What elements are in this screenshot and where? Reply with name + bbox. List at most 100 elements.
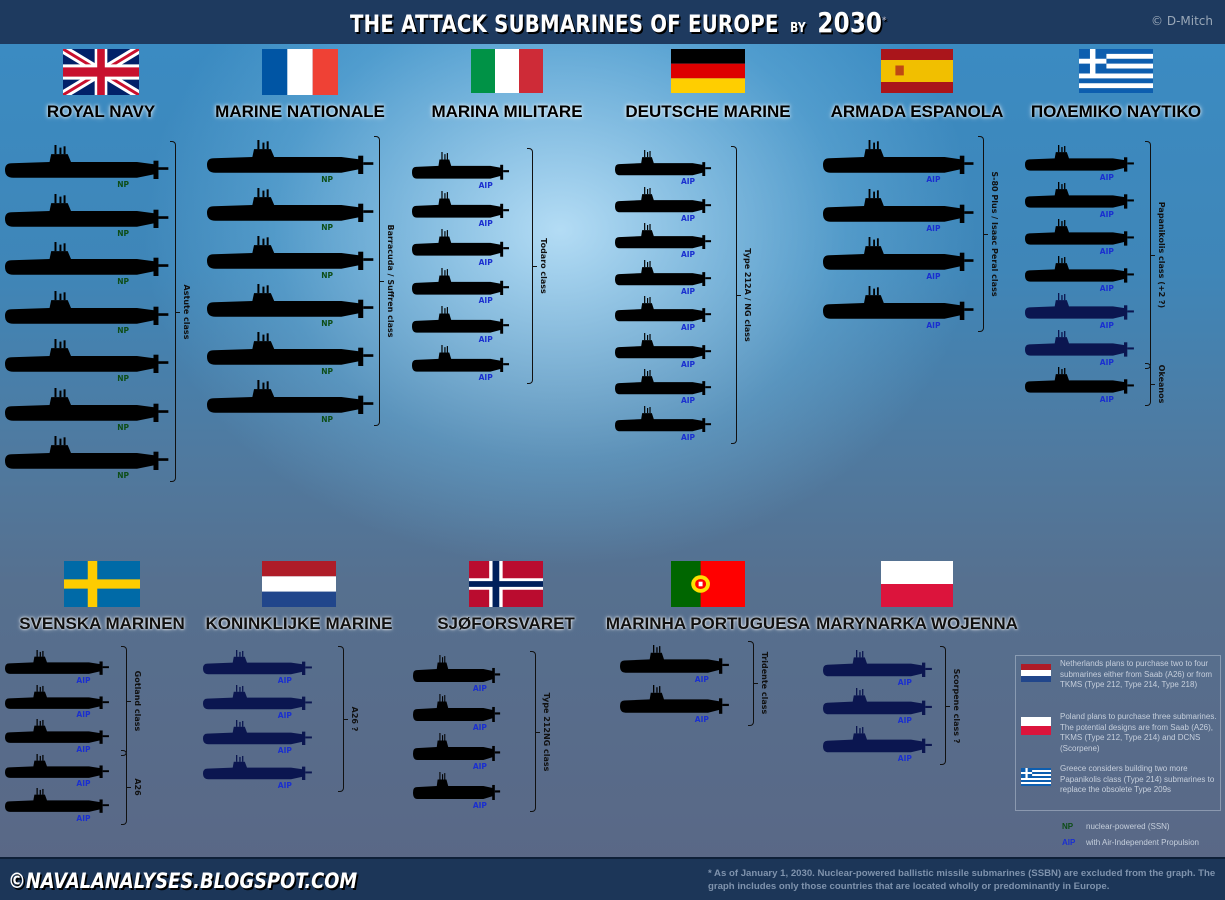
propulsion-label: NP [321, 415, 334, 424]
planned-submarine-icon [203, 755, 313, 784]
legend-item: NP nuclear-powered (SSN) [1062, 822, 1170, 831]
planned-submarine-icon [1025, 293, 1135, 324]
submarine-icon [207, 140, 375, 178]
submarine-icon [207, 284, 375, 322]
submarine-icon [615, 223, 712, 253]
propulsion-label: AIP [926, 272, 941, 281]
propulsion-label: NP [117, 277, 129, 286]
class-bracket [374, 136, 384, 426]
propulsion-label: AIP [1099, 320, 1114, 330]
submarine-icon [5, 339, 170, 377]
planned-submarine-icon [823, 650, 933, 681]
submarine-icon [5, 242, 170, 280]
submarine-icon [620, 645, 730, 678]
norway-flag-icon [469, 561, 543, 611]
legend-text: nuclear-powered (SSN) [1086, 822, 1170, 831]
legend-code: AIP [1062, 838, 1076, 847]
submarine-icon [615, 405, 712, 436]
class-label: A26 ? [350, 706, 359, 732]
legend-item: AIP with Air-Independent Propulsion [1062, 838, 1199, 847]
submarine-icon [413, 655, 501, 687]
propulsion-label: AIP [478, 219, 493, 229]
submarine-icon [5, 290, 170, 329]
class-bracket [121, 646, 131, 756]
propulsion-label: AIP [277, 746, 292, 756]
propulsion-label: NP [117, 180, 129, 189]
class-bracket [530, 651, 540, 813]
planned-submarine-icon [1025, 330, 1135, 361]
propulsion-label: AIP [76, 779, 91, 789]
propulsion-label: AIP [694, 674, 709, 684]
class-bracket [731, 146, 741, 444]
netherlands-flag-icon [1021, 664, 1051, 682]
propulsion-label: NP [117, 228, 129, 238]
submarine-icon [412, 267, 510, 300]
propulsion-label: AIP [897, 754, 912, 764]
propulsion-label: AIP [680, 359, 696, 369]
blog-link[interactable]: ©NAVALANALYSES.BLOGSPOT.COM [8, 869, 358, 893]
submarine-icon [207, 380, 375, 418]
submarine-icon [1025, 367, 1135, 398]
germany-flag-icon [671, 49, 745, 97]
propulsion-label: AIP [478, 334, 493, 344]
propulsion-label: AIP [478, 296, 493, 306]
submarine-icon [412, 229, 510, 261]
navy-name: ROYAL NAVY [46, 102, 156, 121]
submarine-icon [615, 186, 712, 217]
navy-name: MARINHA PORTUGUESA [605, 614, 811, 633]
navy-name: SVENSKA MARINEN [19, 614, 185, 633]
class-label: Papanikolis class (+2 ?) [1157, 201, 1166, 309]
submarine-icon [1025, 145, 1135, 176]
propulsion-label: NP [321, 367, 334, 376]
class-bracket [748, 641, 758, 726]
planned-submarine-icon [203, 685, 313, 714]
propulsion-label: AIP [478, 257, 493, 267]
propulsion-label: AIP [76, 675, 91, 685]
navy-name: MARYNARKA WOJENNA [816, 614, 1018, 633]
propulsion-label: NP [321, 271, 334, 280]
propulsion-label: NP [321, 319, 334, 328]
propulsion-label: AIP [277, 676, 292, 686]
propulsion-label: AIP [926, 320, 941, 330]
submarine-icon [615, 259, 712, 290]
note-text: Netherlands plans to purchase two to fou… [1060, 659, 1213, 689]
propulsion-label: AIP [1099, 209, 1114, 219]
submarine-icon [413, 733, 501, 765]
propulsion-label: AIP [680, 286, 696, 296]
notes-box [1015, 655, 1221, 811]
planned-submarine-icon [823, 726, 933, 757]
navy-name: KONINKLIJKE MARINE [205, 614, 393, 633]
propulsion-label: AIP [926, 175, 941, 184]
submarine-icon [413, 694, 501, 726]
propulsion-label: NP [321, 175, 334, 184]
class-label: Barracuda / Suffren class [386, 224, 395, 338]
footnote: * As of January 1, 2030. Nuclear-powered… [708, 868, 1216, 892]
submarine-icon [412, 190, 510, 223]
submarine-icon [5, 788, 110, 817]
submarine-icon [5, 753, 110, 783]
submarine-icon [207, 188, 375, 226]
propulsion-label: NP [321, 223, 334, 232]
poland-flag-icon [1021, 717, 1051, 735]
propulsion-label: AIP [1099, 357, 1114, 367]
propulsion-label: NP [117, 325, 129, 335]
class-bracket [1145, 363, 1155, 406]
submarine-icon [823, 237, 975, 275]
submarine-icon [823, 140, 975, 178]
propulsion-label: NP [117, 374, 129, 383]
class-label: Tridente class [760, 652, 769, 715]
submarine-icon [5, 387, 170, 426]
submarine-icon [207, 236, 375, 274]
note-text: Poland plans to purchase three submarine… [1060, 712, 1217, 753]
propulsion-label: AIP [680, 250, 696, 260]
submarine-icon [5, 684, 110, 714]
propulsion-label: AIP [680, 323, 696, 333]
page-title: THE ATTACK SUBMARINES OF EUROPE BY 2030* [350, 6, 886, 39]
propulsion-label: AIP [680, 396, 696, 406]
propulsion-label: AIP [926, 223, 941, 233]
propulsion-label: AIP [1099, 246, 1114, 256]
propulsion-label: AIP [277, 781, 292, 791]
submarine-icon [615, 369, 712, 399]
class-bracket [1145, 141, 1155, 369]
class-bracket [978, 136, 988, 332]
